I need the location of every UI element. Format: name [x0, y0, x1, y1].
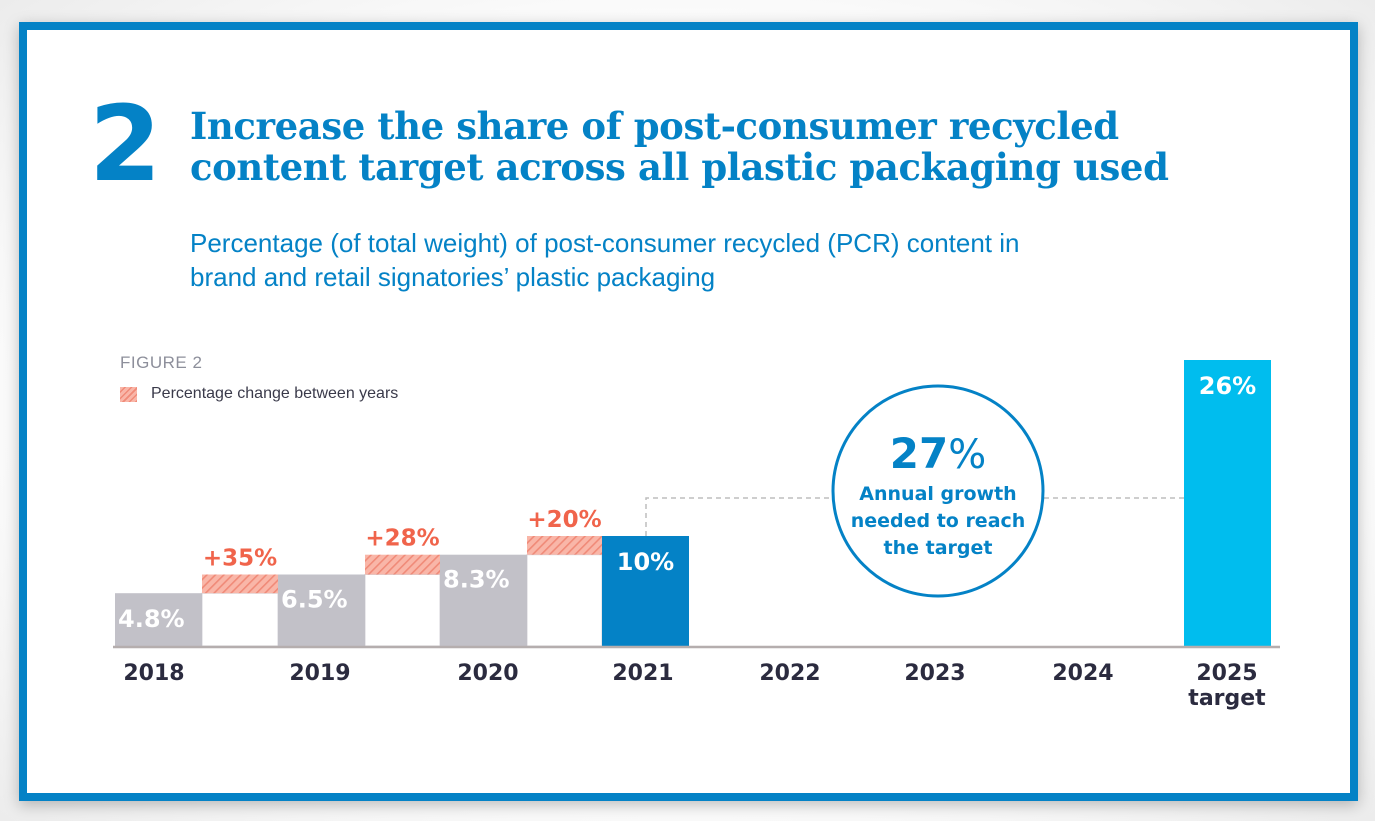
x-tick-label: 2023 [904, 661, 965, 686]
value-label: 8.3% [443, 566, 510, 594]
infographic-frame [19, 22, 1358, 801]
chart-legend: Percentage change between years [120, 385, 398, 403]
subtitle-line: brand and retail signatories’ plastic pa… [190, 262, 716, 292]
x-tick-label: 2024 [1052, 661, 1113, 686]
title-line: Increase the share of post-consumer recy… [190, 104, 1119, 148]
growth-callout-text: needed to reach [851, 510, 1026, 532]
x-tick-sublabel: target [1188, 686, 1266, 711]
step-block [201, 592, 279, 647]
x-tick-label: 2021 [612, 661, 673, 686]
change-label: +35% [203, 546, 277, 572]
subtitle-line: Percentage (of total weight) of post-con… [190, 228, 1020, 258]
bar-2018 [115, 593, 202, 646]
figure-label: FIGURE 2 [120, 353, 203, 372]
dashed-connector [645, 497, 832, 536]
change-hatch-bar [202, 574, 278, 594]
value-label: 4.8% [118, 605, 185, 633]
chart-subtitle: Percentage (of total weight) of post-con… [190, 226, 1290, 294]
bar-2021 [602, 536, 689, 646]
growth-callout-text: the target [884, 537, 993, 559]
value-label: 10% [617, 548, 674, 576]
x-tick-label: 2020 [457, 661, 518, 686]
x-tick-label: 2018 [123, 661, 184, 686]
step-block [526, 554, 603, 647]
x-tick-label: 2022 [759, 661, 820, 686]
change-label: +20% [527, 507, 601, 533]
bar-2025 [1184, 360, 1271, 646]
value-label: 26% [1199, 372, 1256, 400]
growth-callout-value: 27% [890, 429, 986, 478]
growth-callout-circle [831, 384, 1045, 598]
bar-2019 [278, 574, 365, 646]
x-tick-label: 2025 [1196, 661, 1257, 686]
page-title: Increase the share of post-consumer recy… [190, 106, 1310, 188]
legend-label: Percentage change between years [151, 385, 399, 402]
callout-unit: % [948, 432, 986, 478]
bar-2020 [440, 554, 527, 646]
section-number: 2 [89, 83, 161, 205]
hatch-swatch-icon [120, 386, 137, 402]
change-hatch-bar [527, 536, 602, 555]
callout-number: 27 [890, 429, 948, 478]
change-hatch-bar [365, 554, 440, 575]
x-tick-label: 2019 [289, 661, 350, 686]
change-label: +28% [365, 526, 439, 552]
step-block [364, 574, 441, 647]
title-line: content target across all plastic packag… [190, 145, 1169, 189]
value-label: 6.5% [281, 586, 348, 614]
growth-callout-text: Annual growth [859, 483, 1016, 505]
